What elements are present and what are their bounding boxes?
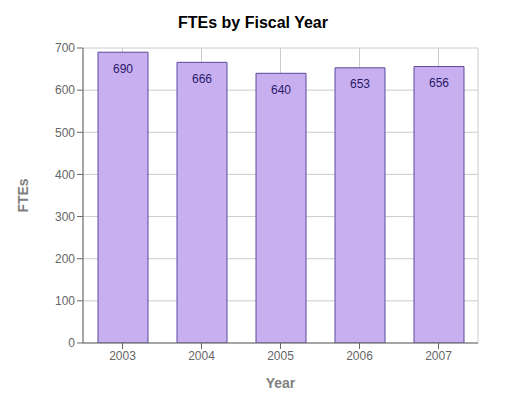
svg-text:600: 600 (55, 83, 75, 97)
svg-text:700: 700 (55, 41, 75, 55)
svg-text:200: 200 (55, 252, 75, 266)
svg-text:690: 690 (113, 62, 133, 76)
svg-text:Year: Year (266, 375, 296, 391)
svg-text:2007: 2007 (425, 349, 452, 363)
svg-text:400: 400 (55, 168, 75, 182)
svg-text:500: 500 (55, 126, 75, 140)
svg-text:2006: 2006 (346, 349, 373, 363)
svg-text:2005: 2005 (267, 349, 294, 363)
svg-text:2004: 2004 (188, 349, 215, 363)
svg-text:FTEs: FTEs (15, 178, 31, 212)
svg-text:653: 653 (350, 77, 370, 91)
svg-text:0: 0 (68, 336, 75, 350)
svg-text:666: 666 (192, 72, 212, 86)
html-text:FTEs by Fiscal Year: FTEs by Fiscal Year (178, 14, 328, 31)
svg-text:100: 100 (55, 294, 75, 308)
svg-text:2003: 2003 (109, 349, 136, 363)
svg-text:656: 656 (429, 76, 449, 90)
svg-text:300: 300 (55, 210, 75, 224)
svg-text:640: 640 (271, 83, 291, 97)
